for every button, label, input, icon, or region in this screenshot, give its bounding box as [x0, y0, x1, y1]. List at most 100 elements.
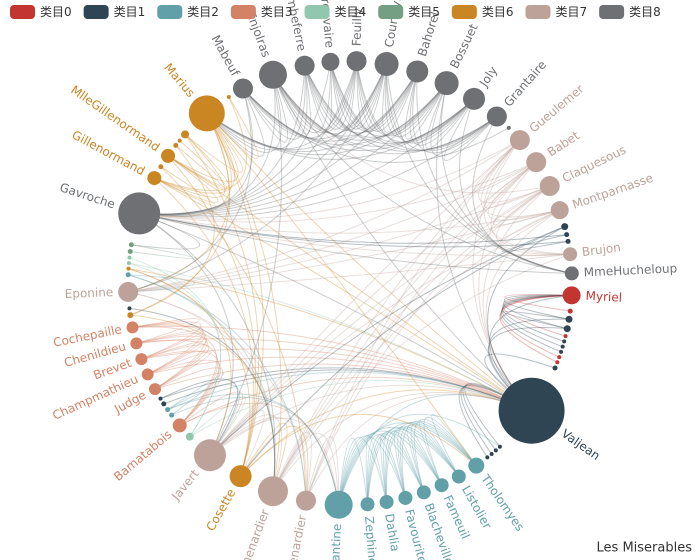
- node[interactable]: [127, 255, 132, 260]
- node[interactable]: [564, 232, 570, 238]
- node[interactable]: [561, 223, 569, 231]
- legend-label[interactable]: 类目4: [335, 5, 367, 19]
- node[interactable]: [118, 281, 139, 302]
- node[interactable]: [526, 152, 547, 173]
- node[interactable]: [486, 106, 507, 127]
- node[interactable]: [416, 485, 431, 500]
- node[interactable]: [232, 78, 253, 99]
- node[interactable]: [158, 396, 163, 401]
- legend-swatch[interactable]: [599, 5, 625, 19]
- legend-swatch[interactable]: [10, 5, 35, 19]
- node[interactable]: [506, 125, 511, 130]
- node[interactable]: [485, 455, 490, 460]
- node[interactable]: [173, 142, 179, 148]
- node[interactable]: [560, 344, 565, 349]
- node[interactable]: [127, 312, 134, 319]
- legend-label[interactable]: 类目5: [408, 5, 440, 19]
- node[interactable]: [185, 432, 194, 441]
- legend-swatch[interactable]: [230, 5, 256, 19]
- node[interactable]: [379, 494, 394, 509]
- node[interactable]: [188, 95, 225, 132]
- node[interactable]: [463, 87, 486, 110]
- node[interactable]: [181, 130, 190, 139]
- node[interactable]: [552, 365, 558, 371]
- node[interactable]: [563, 247, 578, 262]
- node[interactable]: [147, 171, 162, 186]
- node[interactable]: [557, 355, 562, 360]
- legend-label[interactable]: 类目6: [482, 5, 514, 19]
- node[interactable]: [497, 444, 502, 449]
- node[interactable]: [169, 412, 175, 418]
- node[interactable]: [118, 192, 161, 235]
- node[interactable]: [406, 60, 429, 83]
- node[interactable]: [126, 321, 139, 334]
- link: [503, 294, 572, 330]
- legend-label[interactable]: 类目3: [261, 5, 293, 19]
- node[interactable]: [148, 383, 161, 396]
- node[interactable]: [489, 451, 494, 456]
- node[interactable]: [126, 266, 131, 271]
- node[interactable]: [398, 490, 413, 505]
- node[interactable]: [565, 238, 571, 244]
- node[interactable]: [374, 52, 399, 77]
- legend-swatch[interactable]: [451, 5, 477, 19]
- link: [272, 74, 550, 194]
- node[interactable]: [550, 201, 569, 220]
- node[interactable]: [451, 469, 466, 484]
- node[interactable]: [493, 448, 498, 453]
- node[interactable]: [165, 407, 171, 413]
- node[interactable]: [562, 286, 581, 305]
- node[interactable]: [434, 71, 459, 96]
- node[interactable]: [258, 60, 287, 89]
- node[interactable]: [158, 164, 164, 170]
- node[interactable]: [128, 242, 134, 248]
- node[interactable]: [563, 334, 568, 339]
- node[interactable]: [562, 339, 567, 344]
- legend-swatch[interactable]: [525, 5, 551, 19]
- link: [338, 435, 406, 505]
- node[interactable]: [321, 52, 340, 71]
- node[interactable]: [127, 306, 132, 311]
- node[interactable]: [324, 490, 353, 519]
- node-label: Zephine: [362, 516, 380, 560]
- node[interactable]: [295, 490, 316, 511]
- node[interactable]: [177, 138, 182, 143]
- node[interactable]: [559, 349, 564, 354]
- node[interactable]: [565, 315, 573, 323]
- node[interactable]: [161, 401, 167, 407]
- node[interactable]: [294, 55, 315, 76]
- node[interactable]: [126, 261, 131, 266]
- legend-swatch[interactable]: [378, 5, 404, 19]
- node[interactable]: [130, 337, 143, 350]
- node[interactable]: [564, 266, 579, 281]
- node[interactable]: [498, 377, 565, 444]
- legend-label[interactable]: 类目0: [40, 5, 72, 19]
- node[interactable]: [125, 272, 131, 278]
- node[interactable]: [346, 51, 367, 72]
- legend-label[interactable]: 类目1: [114, 5, 146, 19]
- node[interactable]: [434, 478, 449, 493]
- node[interactable]: [360, 497, 375, 512]
- legend-label[interactable]: 类目2: [187, 5, 219, 19]
- legend-swatch[interactable]: [304, 5, 330, 19]
- node[interactable]: [509, 130, 530, 151]
- node[interactable]: [172, 418, 187, 433]
- node[interactable]: [257, 476, 288, 507]
- node[interactable]: [135, 353, 148, 366]
- node[interactable]: [226, 94, 231, 99]
- node[interactable]: [161, 148, 176, 163]
- legend-swatch[interactable]: [83, 5, 109, 19]
- node[interactable]: [229, 465, 252, 488]
- legend-label[interactable]: 类目7: [555, 5, 587, 19]
- node[interactable]: [127, 248, 133, 254]
- node[interactable]: [567, 308, 573, 314]
- node[interactable]: [555, 360, 560, 365]
- node[interactable]: [539, 176, 560, 197]
- legend-swatch[interactable]: [157, 5, 183, 19]
- node[interactable]: [193, 439, 226, 472]
- node[interactable]: [563, 325, 571, 333]
- node[interactable]: [141, 368, 154, 381]
- link: [209, 185, 550, 456]
- legend-label[interactable]: 类目8: [629, 5, 661, 19]
- node[interactable]: [468, 457, 485, 474]
